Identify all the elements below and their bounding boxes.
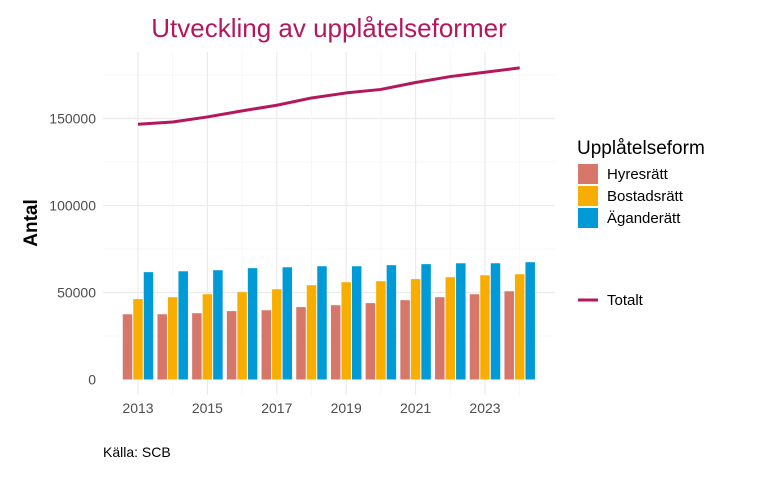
total-line [137,66,520,126]
x-tick-label: 2019 [331,400,362,416]
legend-title: Upplåtelseform [577,138,705,159]
legend-swatch-bostadsrätt [578,186,598,206]
bar-äganderätt [490,263,501,380]
bar-bostadsrätt [272,289,282,380]
legend: Upplåtelseform Hyresrätt Bostadsrätt Ägand… [577,138,705,309]
bar-hyresrätt [504,291,514,380]
bar-äganderätt [351,266,362,380]
bar-bostadsrätt [306,285,317,380]
x-axis: 2013 2015 2017 2019 2021 2023 [122,400,500,416]
bar-äganderätt [456,263,466,380]
bars [122,262,535,380]
bar-bostadsrätt [410,279,421,380]
y-tick-label: 150000 [49,111,96,127]
chart-title: Utveckling av upplåtelseformer [151,13,507,43]
bar-äganderätt [317,266,327,380]
bar-hyresrätt [157,314,167,380]
bar-bostadsrätt [514,274,525,380]
bar-bostadsrätt [133,299,143,380]
legend-swatch-hyresrätt [578,164,598,184]
legend-label: Totalt [607,292,644,309]
bar-hyresrätt [296,307,306,380]
bar-äganderätt [282,267,293,380]
x-tick-label: 2021 [400,400,431,416]
bar-hyresrätt [122,314,133,380]
bar-hyresrätt [435,297,445,380]
bar-bostadsrätt [202,294,213,380]
bar-bostadsrätt [445,277,456,380]
legend-label: Bostadsrätt [607,188,684,205]
legend-label: Äganderätt [607,210,681,227]
x-tick-label: 2023 [469,400,500,416]
x-tick-label: 2013 [122,400,153,416]
y-tick-label: 0 [88,372,96,388]
bar-äganderätt [386,265,397,380]
bar-bostadsrätt [167,297,178,380]
y-tick-label: 100000 [49,198,96,214]
bar-bostadsrätt [480,275,490,380]
bar-äganderätt [421,264,431,380]
line-totalt [137,66,520,126]
legend-swatch-äganderätt [578,208,598,228]
bar-äganderätt [143,272,154,380]
bar-äganderätt [247,268,258,380]
legend-label: Hyresrätt [607,166,669,183]
caption: Källa: SCB [103,444,171,460]
y-axis: 0 50000 100000 150000 [49,111,96,388]
bar-hyresrätt [330,305,341,380]
x-tick-label: 2015 [192,400,223,416]
bar-hyresrätt [226,311,237,380]
y-tick-label: 50000 [57,285,96,301]
bar-äganderätt [178,271,188,380]
bar-äganderätt [213,270,223,380]
bar-hyresrätt [261,310,272,380]
bar-hyresrätt [400,300,410,380]
bar-hyresrätt [469,294,480,380]
y-axis-label: Antal [21,199,42,247]
bar-hyresrätt [192,313,202,380]
bar-bostadsrätt [341,282,351,380]
bar-äganderätt [525,262,535,380]
bar-bostadsrätt [237,292,247,380]
bar-hyresrätt [365,303,376,380]
x-tick-label: 2017 [261,400,292,416]
bar-bostadsrätt [376,281,386,380]
